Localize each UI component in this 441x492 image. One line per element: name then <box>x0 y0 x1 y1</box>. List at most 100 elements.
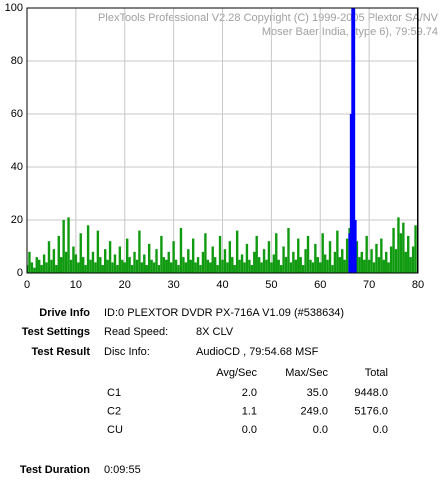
bar <box>104 249 107 273</box>
bar <box>226 262 229 273</box>
bar <box>354 220 357 273</box>
bar <box>147 243 151 273</box>
value: AudioCD , 79:54.68 MSF <box>196 346 319 358</box>
x-tick-label: 60 <box>314 279 326 291</box>
x-tick-label: 80 <box>412 279 424 291</box>
bar <box>152 262 156 273</box>
bar <box>135 259 139 273</box>
bar <box>297 238 300 273</box>
bar <box>333 251 337 273</box>
bar <box>130 265 134 273</box>
bar <box>301 265 305 273</box>
bar <box>284 257 288 273</box>
bar <box>221 259 224 273</box>
x-tick-label: 20 <box>119 279 131 291</box>
bar <box>69 259 73 273</box>
x-tick-label: 10 <box>70 279 82 291</box>
y-tick-label: 20 <box>11 214 23 226</box>
bar <box>260 262 263 273</box>
cell: 5176.0 <box>354 405 388 417</box>
bar <box>328 241 332 273</box>
bar <box>294 259 298 273</box>
bar <box>394 249 398 273</box>
row-label: C1 <box>107 387 121 399</box>
bar <box>55 265 58 273</box>
bar <box>336 230 339 273</box>
bar <box>407 235 410 273</box>
bar <box>262 249 266 273</box>
bar <box>375 243 378 273</box>
bar <box>182 257 185 273</box>
bar <box>253 251 256 273</box>
value: 8X CLV <box>196 326 234 338</box>
bar <box>35 257 38 273</box>
bar <box>382 259 385 273</box>
bar <box>169 262 173 273</box>
bar <box>45 262 48 273</box>
bar <box>50 259 53 273</box>
bar <box>233 265 236 273</box>
bar <box>250 265 254 273</box>
bar <box>162 257 166 273</box>
label: Test Duration <box>20 464 90 476</box>
result-table: Avg/Sec Max/Sec Total C1 2.0 35.0 9448.0 C2 1.1 2… <box>107 367 388 436</box>
label: Test Result <box>32 346 91 358</box>
y-tick-label: 0 <box>17 267 23 279</box>
bar <box>106 259 109 273</box>
bar <box>133 251 136 273</box>
bar <box>351 8 354 273</box>
bar <box>235 230 239 273</box>
bar <box>304 249 307 273</box>
bar <box>343 259 346 273</box>
bar <box>184 262 188 273</box>
column-header: Max/Sec <box>285 367 328 379</box>
cell: 0.0 <box>242 424 257 436</box>
bar <box>377 257 381 273</box>
bar <box>282 246 285 273</box>
bar <box>352 8 356 273</box>
bar <box>199 265 202 273</box>
bar <box>370 249 373 273</box>
bar <box>360 251 363 273</box>
bar <box>321 233 324 273</box>
bar <box>399 233 403 273</box>
bar <box>331 265 334 273</box>
bar <box>143 254 146 273</box>
bar <box>372 262 376 273</box>
watermark: PlexTools Professional V2.28 Copyright (… <box>98 12 439 24</box>
bar <box>86 225 90 273</box>
x-tick-label: 50 <box>265 279 277 291</box>
chart: PlexTools Professional V2.28 Copyright (… <box>5 2 439 291</box>
bar <box>99 257 102 273</box>
bar <box>57 235 60 273</box>
column-header: Avg/Sec <box>216 367 257 379</box>
bar <box>387 262 390 273</box>
row-label: CU <box>107 424 123 436</box>
bar <box>277 259 280 273</box>
watermark: Moser Baer India, (type 6), 79:59.74 <box>262 26 438 38</box>
bar <box>52 249 56 273</box>
bar <box>209 262 212 273</box>
bar <box>245 243 249 273</box>
bar <box>62 220 65 273</box>
bar <box>267 241 271 273</box>
bar <box>309 259 312 273</box>
bar <box>77 262 80 273</box>
y-tick-label: 40 <box>11 161 23 173</box>
bar <box>319 262 322 273</box>
bar <box>187 249 190 273</box>
bar <box>27 265 29 273</box>
bar <box>204 233 207 273</box>
bar <box>326 259 329 273</box>
bar <box>358 257 361 273</box>
bar <box>216 265 219 273</box>
bar <box>177 265 180 273</box>
bar <box>121 259 124 273</box>
bar <box>108 241 112 273</box>
bar <box>140 262 144 273</box>
bar <box>404 251 407 273</box>
bar <box>316 257 320 273</box>
bar <box>206 259 210 273</box>
bar <box>270 262 273 273</box>
bar <box>189 259 192 273</box>
